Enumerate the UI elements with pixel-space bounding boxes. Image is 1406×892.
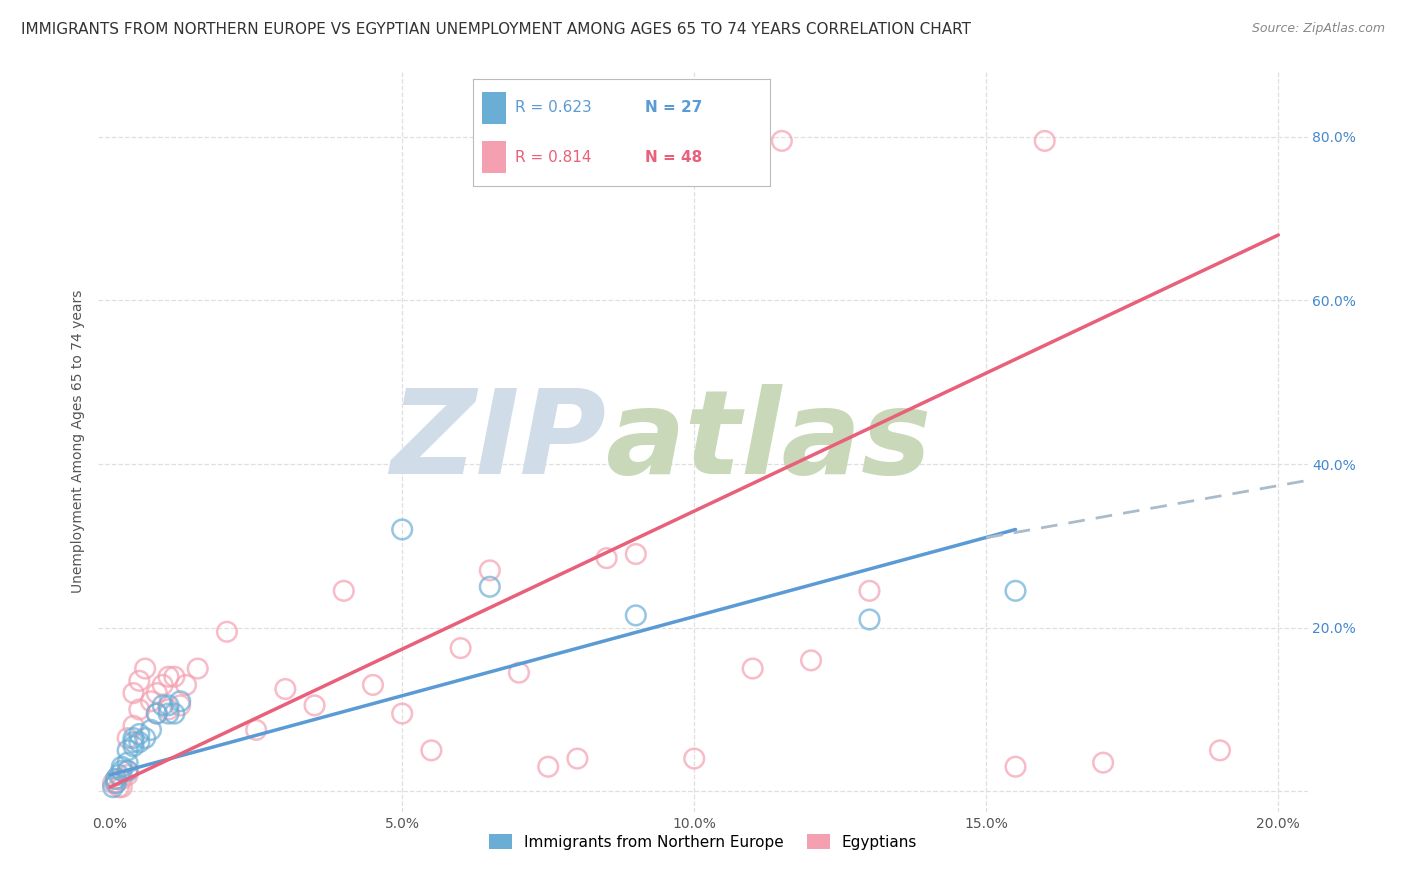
Point bbox=[508, 665, 530, 680]
Point bbox=[1092, 756, 1115, 770]
Point bbox=[478, 580, 501, 594]
Point bbox=[187, 662, 209, 676]
Point bbox=[478, 563, 501, 577]
Point bbox=[215, 624, 238, 639]
Point bbox=[169, 698, 191, 713]
Point bbox=[152, 678, 174, 692]
Point bbox=[361, 678, 384, 692]
Point bbox=[104, 772, 127, 786]
Point bbox=[134, 662, 156, 676]
Text: IMMIGRANTS FROM NORTHERN EUROPE VS EGYPTIAN UNEMPLOYMENT AMONG AGES 65 TO 74 YEA: IMMIGRANTS FROM NORTHERN EUROPE VS EGYPT… bbox=[21, 22, 972, 37]
Point bbox=[108, 780, 131, 794]
Point bbox=[128, 727, 150, 741]
Point bbox=[117, 768, 139, 782]
Point bbox=[146, 686, 169, 700]
Point bbox=[274, 681, 297, 696]
Point bbox=[122, 731, 145, 745]
Point bbox=[858, 612, 880, 626]
Point bbox=[770, 134, 793, 148]
Point bbox=[104, 776, 127, 790]
Point bbox=[117, 756, 139, 770]
Point bbox=[128, 702, 150, 716]
Point bbox=[157, 670, 180, 684]
Text: ZIP: ZIP bbox=[391, 384, 606, 499]
Point bbox=[420, 743, 443, 757]
Legend: Immigrants from Northern Europe, Egyptians: Immigrants from Northern Europe, Egyptia… bbox=[482, 828, 924, 856]
Point bbox=[111, 772, 134, 786]
Point bbox=[624, 608, 647, 623]
Point bbox=[1209, 743, 1232, 757]
Point bbox=[1004, 760, 1026, 774]
Point bbox=[537, 760, 560, 774]
Point bbox=[624, 547, 647, 561]
Point bbox=[111, 764, 134, 778]
Point bbox=[111, 760, 134, 774]
Point bbox=[1033, 134, 1056, 148]
Point bbox=[157, 698, 180, 713]
Point bbox=[108, 768, 131, 782]
Point bbox=[117, 764, 139, 778]
Point bbox=[683, 751, 706, 765]
Point bbox=[332, 583, 354, 598]
Point bbox=[595, 551, 617, 566]
Point bbox=[122, 739, 145, 754]
Point bbox=[169, 694, 191, 708]
Text: Source: ZipAtlas.com: Source: ZipAtlas.com bbox=[1251, 22, 1385, 36]
Point bbox=[163, 706, 186, 721]
Point bbox=[122, 735, 145, 749]
Point bbox=[146, 706, 169, 721]
Point bbox=[163, 670, 186, 684]
Point bbox=[858, 583, 880, 598]
Point bbox=[139, 694, 162, 708]
Text: atlas: atlas bbox=[606, 384, 932, 499]
Y-axis label: Unemployment Among Ages 65 to 74 years: Unemployment Among Ages 65 to 74 years bbox=[72, 290, 86, 593]
Point bbox=[117, 731, 139, 745]
Point bbox=[134, 731, 156, 745]
Point bbox=[117, 764, 139, 778]
Point bbox=[1004, 583, 1026, 598]
Point bbox=[122, 719, 145, 733]
Point bbox=[391, 523, 413, 537]
Point bbox=[139, 723, 162, 737]
Point bbox=[391, 706, 413, 721]
Point bbox=[157, 706, 180, 721]
Point bbox=[741, 662, 763, 676]
Point bbox=[128, 673, 150, 688]
Point bbox=[567, 751, 589, 765]
Point bbox=[104, 772, 127, 786]
Point bbox=[104, 776, 127, 790]
Point bbox=[152, 698, 174, 713]
Point bbox=[245, 723, 267, 737]
Point bbox=[450, 641, 472, 656]
Point bbox=[101, 780, 124, 794]
Point bbox=[800, 653, 823, 667]
Point bbox=[111, 780, 134, 794]
Point bbox=[146, 706, 169, 721]
Point bbox=[174, 678, 197, 692]
Point bbox=[122, 686, 145, 700]
Point bbox=[117, 743, 139, 757]
Point bbox=[304, 698, 326, 713]
Point bbox=[128, 735, 150, 749]
Point bbox=[101, 776, 124, 790]
Point bbox=[157, 702, 180, 716]
